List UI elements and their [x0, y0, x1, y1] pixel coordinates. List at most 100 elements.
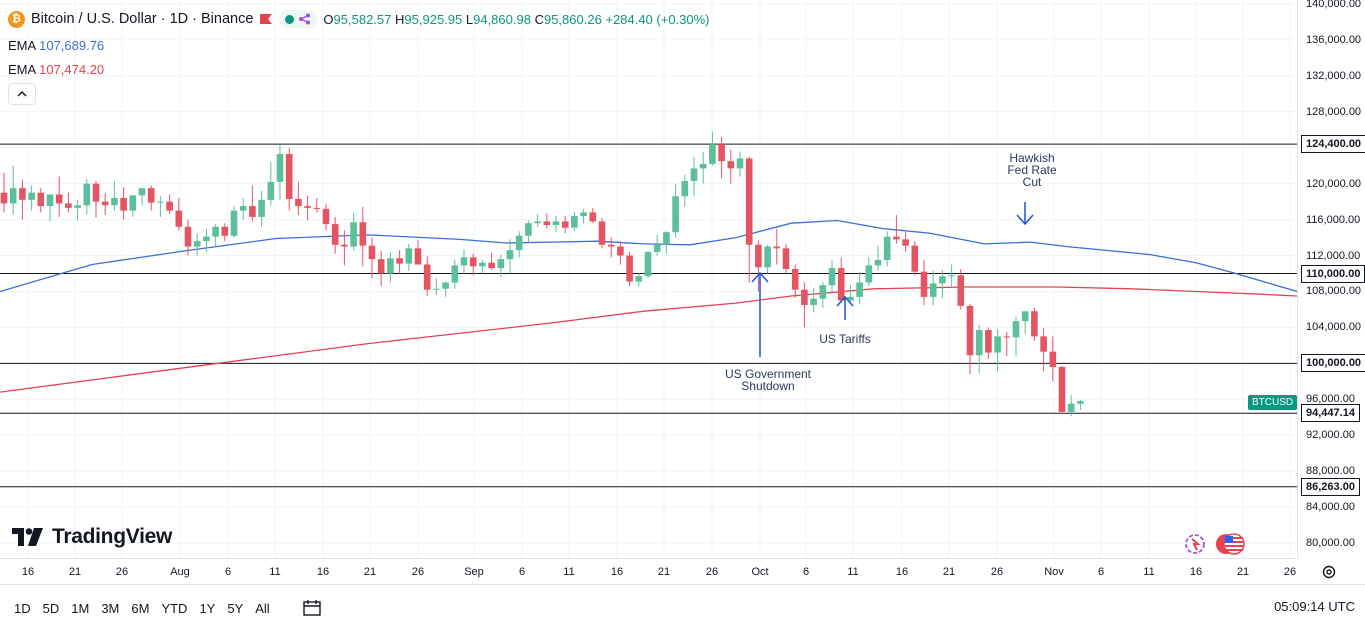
candle-body	[184, 226, 192, 247]
candle-body	[718, 144, 725, 162]
period-3m-button[interactable]: 3M	[101, 600, 120, 616]
time-tick-label: 26	[990, 566, 1004, 578]
price-chart[interactable]	[0, 0, 1297, 558]
candle-body	[37, 192, 45, 207]
gear-icon[interactable]	[1321, 564, 1337, 580]
time-tick-label: 6	[224, 566, 232, 578]
chevron-up-icon	[17, 91, 27, 97]
period-all-button[interactable]: All	[255, 600, 270, 616]
period-5d-button[interactable]: 5D	[42, 600, 60, 616]
us-flag-icon[interactable]	[1214, 533, 1246, 555]
time-tick-label: 26	[705, 566, 719, 578]
candle-body	[193, 241, 201, 247]
price-tick-label: 88,000.00	[1306, 465, 1355, 478]
utc-clock[interactable]: 05:09:14 UTC	[1274, 599, 1355, 614]
candle-body	[626, 255, 633, 282]
candle-body	[433, 288, 440, 290]
candles	[0, 131, 1084, 417]
period-5y-button[interactable]: 5Y	[227, 600, 244, 616]
time-tick-label: 16	[1189, 566, 1203, 578]
time-tick-label: 16	[21, 566, 35, 578]
candle-body	[856, 282, 863, 297]
candle-body	[552, 221, 560, 225]
candle-body	[764, 246, 771, 268]
ema-slow-line	[0, 286, 1297, 393]
candle-body	[902, 239, 909, 246]
price-tick-label: 128,000.00	[1306, 105, 1362, 118]
candle-body	[672, 196, 679, 233]
price-tick-label: 108,000.00	[1306, 285, 1362, 298]
candle-body	[28, 192, 35, 200]
time-tick-label: 21	[942, 566, 956, 578]
time-tick-label: 21	[363, 566, 377, 578]
flag-icon[interactable]	[259, 13, 273, 25]
candle-body	[773, 246, 781, 249]
candle-body	[1031, 311, 1038, 337]
candle-body	[175, 210, 183, 227]
candle-body	[55, 194, 63, 204]
candle-body	[239, 206, 247, 211]
ema-fast-legend[interactable]: EMA 107,689.76	[8, 38, 105, 53]
candle-body	[727, 161, 735, 169]
price-tick-label: 116,000.00	[1306, 213, 1361, 226]
candle-body	[1067, 403, 1075, 412]
time-tick-label: 21	[68, 566, 82, 578]
price-tick-label: 92,000.00	[1306, 429, 1355, 442]
candle-body	[782, 248, 790, 270]
candle-body	[920, 271, 928, 297]
candle-body	[1077, 401, 1084, 404]
candle-body	[479, 262, 486, 267]
tradingview-logo[interactable]: TradingView	[12, 525, 172, 549]
candle-body	[65, 203, 72, 208]
indicator-pill[interactable]	[279, 10, 318, 28]
ema-slow-legend[interactable]: EMA 107,474.20	[8, 62, 105, 77]
time-tick-label: 11	[1143, 566, 1155, 578]
event-icons	[1182, 533, 1246, 555]
candle-body	[865, 265, 873, 283]
candle-body	[377, 259, 385, 274]
candle-body	[488, 262, 495, 269]
time-tick-label: 16	[895, 566, 909, 578]
period-ytd-button[interactable]: YTD	[161, 600, 188, 616]
candle-body	[230, 210, 238, 236]
period-1m-button[interactable]: 1M	[71, 600, 90, 616]
level-price-tag: 110,000.00	[1301, 264, 1365, 283]
candle-body	[460, 257, 468, 266]
period-6m-button[interactable]: 6M	[131, 600, 150, 616]
level-price-tag: 94,447.14	[1301, 404, 1360, 423]
time-tick-label: 11	[847, 566, 859, 578]
collapse-legend-button[interactable]	[8, 83, 36, 105]
annotation-hawkish-fed-rate-cut: Hawkish Fed Rate Cut	[1007, 151, 1057, 189]
candle-body	[166, 201, 173, 211]
candle-body	[745, 158, 753, 245]
candle-body	[120, 198, 127, 211]
candle-body	[598, 221, 606, 245]
period-1y-button[interactable]: 1Y	[199, 600, 216, 616]
time-tick-label: Nov	[1044, 566, 1064, 578]
chart-grid	[0, 0, 1297, 558]
period-1d-button[interactable]: 1D	[14, 600, 31, 616]
candle-body	[690, 168, 698, 181]
candle-body	[543, 221, 551, 225]
candle-body	[258, 199, 265, 217]
candle-body	[525, 223, 532, 236]
time-tick-label: 26	[411, 566, 425, 578]
candle-body	[736, 158, 744, 169]
price-tick-label: 96,000.00	[1306, 393, 1355, 406]
price-scale[interactable]: 80,000.00 84,000.00 88,000.00 92,000.00 96,0…	[1297, 0, 1365, 558]
candle-body	[249, 206, 256, 217]
candle-body	[534, 221, 541, 224]
time-scale[interactable]: 16 21 26 Aug 6 11 16 21 26 Sep 6 11 16 21 26 Oct 6 11 16 21…	[0, 558, 1297, 585]
candle-body	[1003, 336, 1011, 338]
level-price-tag: 86,263.00	[1301, 477, 1360, 496]
candle-body	[304, 206, 311, 208]
candle-body	[617, 246, 624, 256]
candle-body	[267, 181, 275, 200]
candle-body	[322, 208, 330, 225]
candle-body	[442, 282, 449, 289]
candle-body	[819, 285, 827, 299]
symbol-title[interactable]: Bitcoin / U.S. Dollar · 1D · Binance	[31, 11, 254, 27]
price-tick-label: 112,000.00	[1306, 249, 1361, 262]
magic-icon[interactable]	[1182, 533, 1208, 555]
calendar-range-icon[interactable]	[302, 599, 322, 617]
